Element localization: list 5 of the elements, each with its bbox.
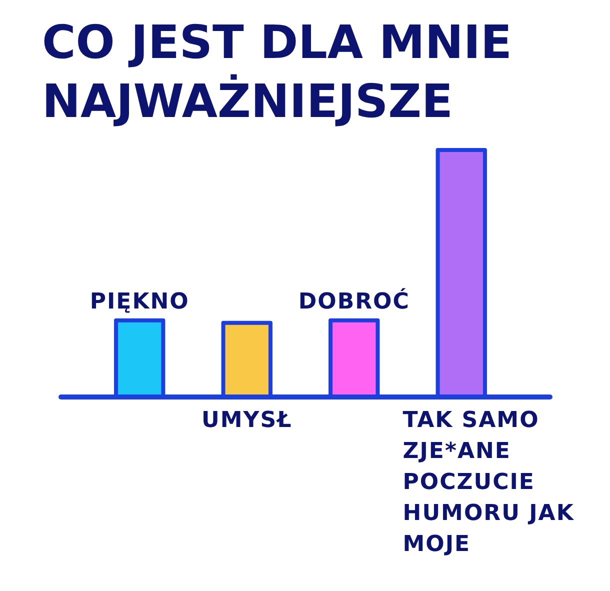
x-tick-label: PIĘKNO xyxy=(90,289,190,314)
chart-title: CO JEST DLA MNIE NAJWAŻNIEJSZE xyxy=(42,14,513,130)
x-tick-label: TAK SAMO ZJE*ANE POCZUCIE HUMORU JAK MOJE xyxy=(402,408,574,557)
x-tick-label: UMYSŁ xyxy=(202,408,292,433)
x-tick-label: DOBROĆ xyxy=(298,287,410,314)
